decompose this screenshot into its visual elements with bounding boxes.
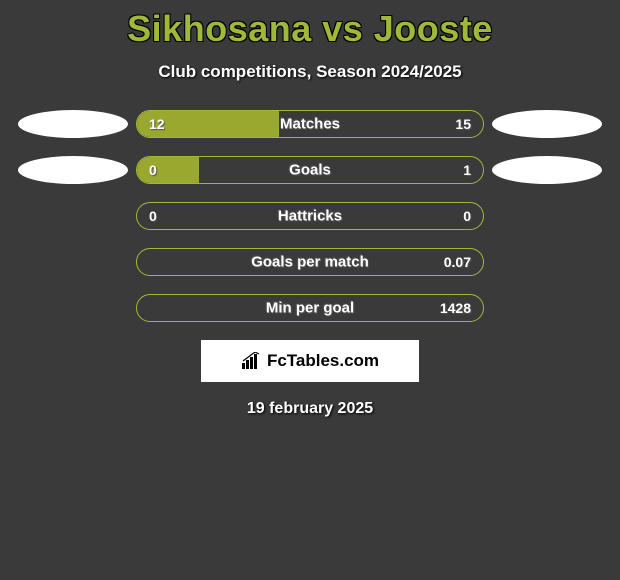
player-marker-right <box>492 110 602 138</box>
stat-row: 0 Goals 1 <box>0 156 620 184</box>
stat-label: Goals <box>289 162 331 179</box>
player-marker-right <box>492 156 602 184</box>
player-marker-left <box>18 110 128 138</box>
stat-value-left: 0 <box>149 162 157 178</box>
page-title: Sikhosana vs Jooste <box>0 8 620 50</box>
stat-label: Goals per match <box>251 254 369 271</box>
stat-label: Min per goal <box>266 300 354 317</box>
stat-value-right: 0 <box>463 208 471 224</box>
stat-value-right: 1 <box>463 162 471 178</box>
stat-bar: Goals per match 0.07 <box>136 248 484 276</box>
date-line: 19 february 2025 <box>0 400 620 418</box>
stats-area: 12 Matches 15 0 Goals 1 0 Hattricks 0 Goals per m… <box>0 110 620 322</box>
stat-row: 12 Matches 15 <box>0 110 620 138</box>
brand-box[interactable]: FcTables.com <box>201 340 419 382</box>
stat-bar: 12 Matches 15 <box>136 110 484 138</box>
player-marker-left <box>18 156 128 184</box>
bar-fill-left <box>137 157 199 183</box>
stat-label: Hattricks <box>278 208 342 225</box>
stat-bar: 0 Hattricks 0 <box>136 202 484 230</box>
comparison-card: Sikhosana vs Jooste Club competitions, S… <box>0 0 620 418</box>
stat-value-right: 0.07 <box>444 254 471 270</box>
stat-row: 0 Hattricks 0 <box>0 202 620 230</box>
subtitle: Club competitions, Season 2024/2025 <box>0 62 620 82</box>
brand-chart-icon <box>241 352 263 370</box>
brand-text: FcTables.com <box>267 351 379 371</box>
stat-row: Min per goal 1428 <box>0 294 620 322</box>
stat-row: Goals per match 0.07 <box>0 248 620 276</box>
stat-value-right: 1428 <box>440 300 471 316</box>
stat-value-right: 15 <box>455 116 471 132</box>
stat-bar: Min per goal 1428 <box>136 294 484 322</box>
stat-label: Matches <box>280 116 340 133</box>
stat-value-left: 0 <box>149 208 157 224</box>
stat-bar: 0 Goals 1 <box>136 156 484 184</box>
stat-value-left: 12 <box>149 116 165 132</box>
